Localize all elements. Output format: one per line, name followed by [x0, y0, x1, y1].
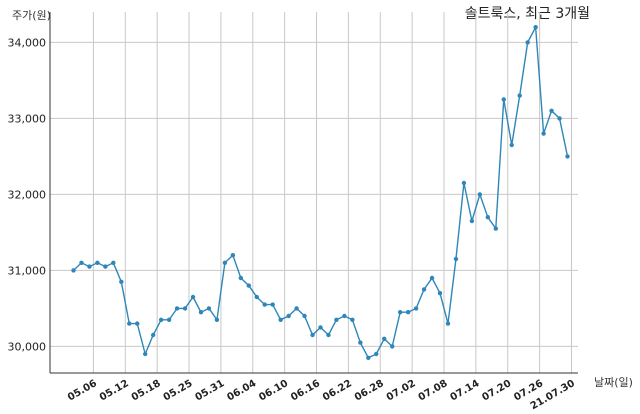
x-tick-label: 06.28	[353, 378, 386, 403]
data-point	[541, 131, 546, 136]
y-tick-label: 30,000	[8, 340, 47, 353]
data-point	[230, 253, 236, 258]
data-point	[477, 192, 483, 197]
data-point	[286, 313, 291, 319]
data-point	[127, 321, 132, 326]
data-point	[222, 260, 228, 265]
data-point	[79, 260, 84, 265]
data-point	[533, 25, 538, 30]
data-point	[493, 226, 498, 231]
data-point	[557, 116, 562, 121]
data-point	[390, 344, 395, 349]
x-tick-label: 05.25	[162, 378, 195, 403]
y-axis-label: 주가(원)	[12, 9, 51, 22]
data-point	[421, 287, 427, 292]
x-tick-label: 05.12	[98, 378, 131, 403]
data-point	[294, 306, 299, 311]
data-point	[445, 321, 451, 326]
data-point	[318, 325, 323, 330]
data-point	[158, 317, 164, 322]
x-axis-label: 날짜(일)	[594, 375, 633, 389]
data-point	[485, 215, 491, 220]
data-point	[270, 302, 275, 307]
chart-title: 솔트룩스, 최근 3개월	[465, 6, 590, 22]
data-point	[174, 306, 180, 311]
grid-layer	[50, 12, 578, 373]
x-tick-label: 07.08	[417, 378, 450, 403]
x-tick-label: 05.18	[130, 378, 163, 403]
data-point	[469, 218, 475, 224]
data-point	[397, 310, 403, 315]
data-point	[405, 310, 411, 315]
data-point	[103, 264, 108, 269]
data-point	[549, 108, 554, 114]
x-tick-label: 05.31	[194, 378, 227, 403]
data-point	[429, 275, 435, 281]
x-tick-label: 05.06	[66, 378, 99, 403]
data-point	[501, 97, 506, 102]
data-point	[135, 321, 140, 326]
price-line	[73, 24, 569, 359]
data-point	[87, 264, 92, 269]
data-point	[382, 336, 387, 341]
data-point	[214, 317, 220, 322]
data-point	[326, 332, 331, 338]
y-tick-label: 34,000	[8, 36, 47, 49]
data-point	[310, 332, 315, 338]
data-point	[350, 317, 355, 322]
data-point	[119, 279, 124, 284]
data-point	[150, 332, 156, 338]
y-tick-label: 33,000	[8, 112, 47, 125]
data-point	[453, 256, 459, 262]
data-point	[565, 154, 570, 159]
data-point	[358, 340, 363, 345]
data-point	[366, 355, 371, 360]
data-point	[238, 275, 244, 281]
data-point	[198, 310, 204, 315]
x-tick-label: 06.04	[225, 378, 258, 403]
data-point	[413, 306, 419, 311]
data-point	[437, 291, 443, 296]
data-point	[334, 317, 339, 322]
data-point	[509, 142, 514, 148]
data-point	[190, 294, 196, 300]
x-tick-label: 07.20	[480, 378, 513, 403]
x-tick-label: 06.10	[257, 378, 290, 403]
data-point	[525, 40, 530, 45]
data-point	[278, 317, 283, 322]
x-tick-label: 06.16	[289, 378, 322, 403]
data-point	[342, 313, 347, 319]
data-point	[71, 268, 76, 273]
data-point	[166, 317, 172, 322]
data-point	[302, 313, 307, 319]
data-point	[246, 283, 251, 288]
y-tick-label: 32,000	[8, 188, 47, 201]
data-point	[262, 302, 267, 307]
data-point	[206, 306, 212, 311]
y-tick-label: 31,000	[8, 264, 47, 277]
data-point	[517, 93, 522, 98]
data-point	[95, 260, 100, 265]
data-point	[254, 294, 259, 300]
data-point	[374, 351, 379, 357]
data-point	[143, 351, 148, 357]
data-point	[111, 260, 116, 265]
x-tick-label: 07.14	[448, 378, 481, 403]
series-layer	[71, 24, 570, 360]
data-point	[182, 306, 188, 311]
x-tick-label: 06.22	[321, 378, 354, 403]
data-point	[461, 180, 467, 186]
x-tick-label: 07.02	[385, 378, 418, 403]
